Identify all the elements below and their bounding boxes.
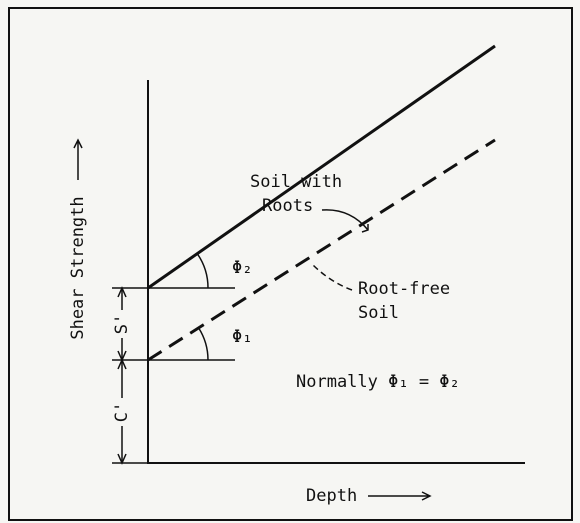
leader bbox=[321, 209, 369, 231]
line-label: Soil with bbox=[250, 172, 342, 192]
angle-arc bbox=[197, 327, 209, 361]
line-label: Roots bbox=[262, 196, 313, 216]
y-axis-arrow bbox=[73, 138, 83, 180]
label-gap bbox=[112, 310, 132, 338]
label-gap bbox=[112, 398, 132, 426]
angle-label: Φ₁ bbox=[232, 327, 252, 347]
roots-line bbox=[147, 44, 496, 290]
axes bbox=[147, 80, 525, 464]
x-axis-arrow bbox=[368, 491, 432, 501]
line-label: Root-free bbox=[358, 279, 450, 299]
frame bbox=[8, 7, 573, 521]
root-free-line bbox=[147, 138, 496, 362]
angle-arc bbox=[196, 253, 209, 289]
leader bbox=[361, 224, 369, 233]
angle-label: Φ₂ bbox=[232, 258, 252, 278]
leader bbox=[311, 263, 353, 291]
root-cohesion-label: S' bbox=[112, 314, 132, 334]
soil-cohesion-label: C' bbox=[112, 402, 132, 422]
note: Normally Φ₁ = Φ₂ bbox=[296, 372, 460, 392]
y-axis-label: Shear Strength bbox=[68, 196, 88, 339]
x-axis-label: Depth bbox=[306, 486, 357, 506]
line-label: Soil bbox=[358, 303, 399, 323]
